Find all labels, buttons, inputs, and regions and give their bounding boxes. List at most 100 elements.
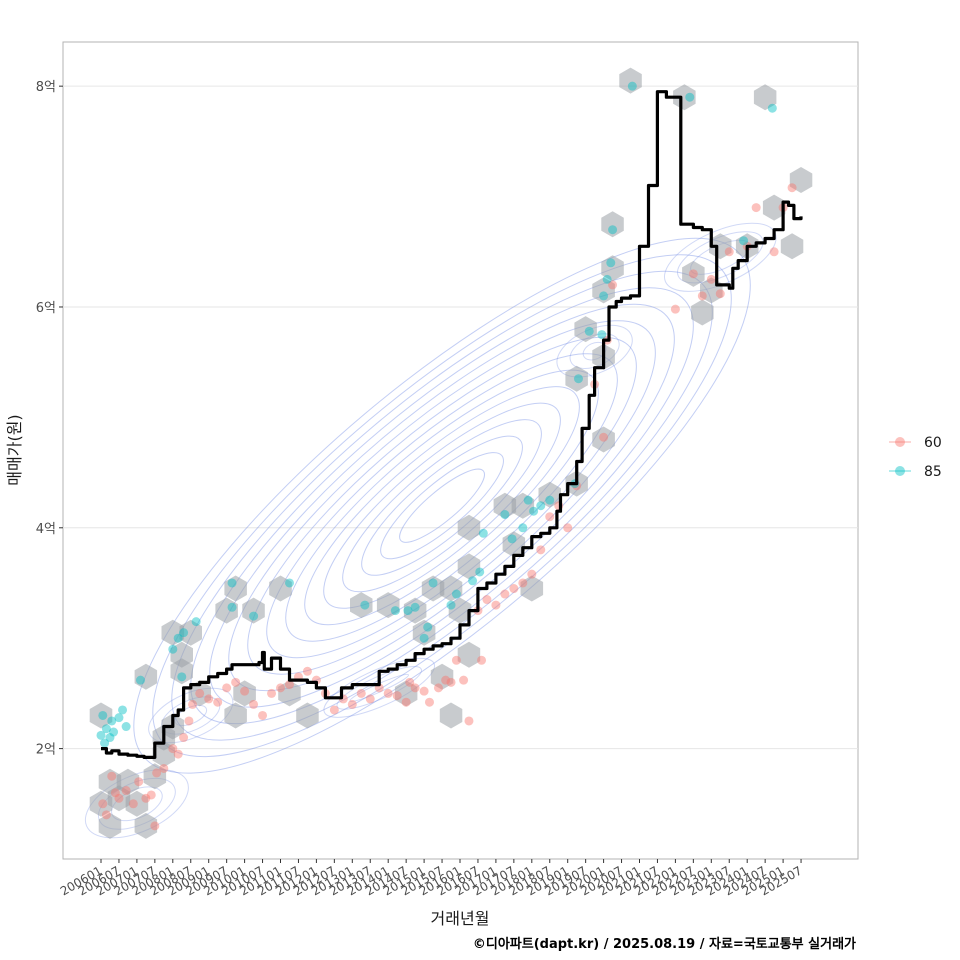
point-60 <box>688 269 698 279</box>
hex-bin <box>170 641 193 668</box>
point-85 <box>227 578 237 588</box>
point-60 <box>347 699 357 709</box>
point-85 <box>173 633 183 643</box>
point-60 <box>240 686 250 696</box>
point-60 <box>329 705 339 715</box>
point-60 <box>101 810 111 820</box>
y-tick-label: 6억 <box>36 301 56 316</box>
point-60 <box>477 655 487 665</box>
point-85 <box>545 495 555 505</box>
point-60 <box>276 683 285 693</box>
density-contour <box>148 687 234 744</box>
point-60 <box>724 247 734 257</box>
hex-bin <box>224 575 247 602</box>
point-60 <box>159 763 169 773</box>
point-60 <box>527 569 537 579</box>
point-60 <box>670 304 680 314</box>
density-contour <box>190 287 694 725</box>
hex-bin <box>601 211 624 238</box>
point-60 <box>121 786 131 796</box>
hex-bin <box>394 680 418 707</box>
point-85 <box>100 738 110 748</box>
point-60 <box>451 655 461 665</box>
point-85 <box>423 622 433 632</box>
hex-bin <box>511 492 535 519</box>
point-60 <box>222 683 232 693</box>
density-contour <box>336 666 422 710</box>
point-85 <box>360 600 370 610</box>
point-60 <box>152 768 162 778</box>
point-60 <box>302 666 312 676</box>
point-60 <box>401 697 411 707</box>
hex-bin <box>691 299 714 326</box>
point-85 <box>478 528 488 538</box>
point-85 <box>608 225 618 235</box>
point-85 <box>284 578 294 588</box>
hex-bin <box>709 233 732 260</box>
point-85 <box>500 510 510 520</box>
hex-bin <box>278 680 301 707</box>
hex-bin <box>98 812 122 839</box>
hex-bin <box>780 233 804 260</box>
point-60 <box>482 595 492 605</box>
point-60 <box>213 697 223 707</box>
hex-bin <box>762 194 786 221</box>
hex-bin <box>412 619 436 646</box>
hex-bin <box>224 702 247 729</box>
point-60 <box>599 432 609 442</box>
point-85 <box>606 258 616 268</box>
point-60 <box>146 790 156 800</box>
point-85 <box>536 501 546 511</box>
hex-bin <box>682 260 705 287</box>
point-60 <box>179 733 189 743</box>
point-60 <box>150 821 160 831</box>
point-60 <box>410 683 420 693</box>
hex-bin <box>296 702 319 729</box>
legend-label-85: 85 <box>924 464 942 480</box>
point-85 <box>507 534 517 544</box>
point-85 <box>597 330 607 340</box>
y-tick-label: 8억 <box>36 80 56 95</box>
hex-bin <box>565 365 588 392</box>
point-85 <box>739 236 749 246</box>
point-85 <box>451 589 461 599</box>
hex-bin <box>601 255 624 282</box>
point-60 <box>424 697 434 707</box>
point-85 <box>114 713 124 723</box>
point-60 <box>491 600 501 610</box>
hex-bin <box>350 592 373 619</box>
point-60 <box>433 683 443 693</box>
point-60 <box>563 523 573 533</box>
point-85 <box>529 506 539 516</box>
density-contour <box>323 402 561 609</box>
point-85 <box>685 92 695 102</box>
x-axis-title: 거래년월 <box>431 909 490 928</box>
point-60 <box>383 688 393 698</box>
point-60 <box>173 749 183 759</box>
point-60 <box>128 799 138 809</box>
point-85 <box>410 602 420 612</box>
point-85 <box>191 617 201 627</box>
point-85 <box>419 633 429 643</box>
point-85 <box>573 374 583 384</box>
point-85 <box>109 727 119 737</box>
point-60 <box>769 247 779 257</box>
density-contour <box>399 468 485 543</box>
point-60 <box>464 716 474 726</box>
density-contour <box>323 657 436 718</box>
hex-bin <box>520 575 544 602</box>
point-60 <box>536 545 546 555</box>
hex-bin <box>439 575 463 602</box>
point-60 <box>715 289 725 299</box>
hex-bin <box>421 575 445 602</box>
point-60 <box>751 203 761 213</box>
point-85 <box>177 672 187 682</box>
y-axis-title: 매매가(원) <box>5 414 24 485</box>
hex-bin <box>753 84 777 111</box>
point-60 <box>204 694 214 704</box>
point-85 <box>468 576 478 586</box>
point-85 <box>107 716 117 726</box>
point-60 <box>184 716 194 726</box>
point-85 <box>98 710 108 720</box>
